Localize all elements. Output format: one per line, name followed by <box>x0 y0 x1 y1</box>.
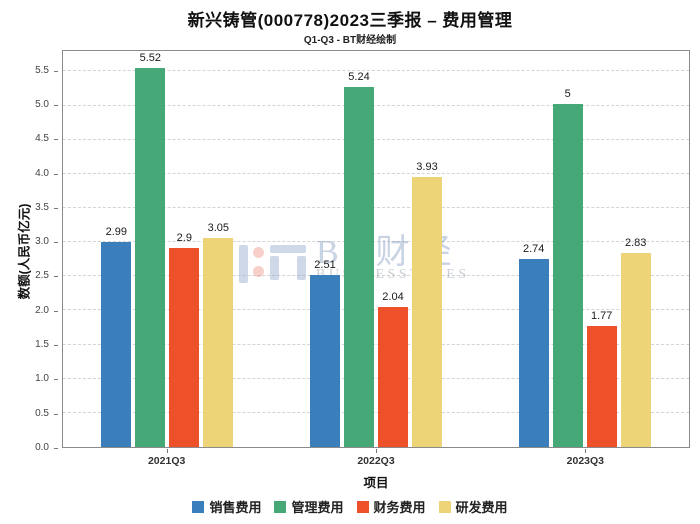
gridline <box>63 343 689 345</box>
x-tick-label-2022Q3: 2022Q3 <box>357 455 395 467</box>
bar-研发费用-2023Q3: 2.83 <box>620 237 651 447</box>
bars-layer: 2.99 5.52 2.9 3.05 2.51 5.24 2.04 3.93 2.74 5 1.77… <box>63 51 689 447</box>
y-tick-label: 2.0 <box>35 304 49 316</box>
y-tick-mark <box>54 345 58 347</box>
y-tick-mark <box>54 379 58 381</box>
legend-label: 研发费用 <box>455 500 508 515</box>
bar-value-label: 2.51 <box>314 258 336 271</box>
gridline <box>63 411 689 413</box>
y-tick-mark <box>54 448 58 449</box>
x-tick-mark <box>585 449 587 453</box>
y-tick-mark <box>54 413 58 415</box>
bar-销售费用-2023Q3: 2.74 <box>518 243 549 447</box>
y-tick-label: 5.5 <box>35 64 49 76</box>
y-tick-mark <box>54 310 58 312</box>
gridlines <box>63 51 689 447</box>
y-axis-tick-labels: 0.0 0.5 1.0 1.5 2.0 2.5 3.0 3.5 4.0 4.5 5.0 5.5 <box>0 50 58 453</box>
legend-item-管理费用: 管理费用 <box>274 497 344 516</box>
legend-swatch <box>438 500 451 513</box>
legend-swatch <box>274 500 287 513</box>
y-tick-label: 0.0 <box>35 442 49 453</box>
gridline <box>63 309 689 311</box>
bar-group-2022Q3: 2.51 5.24 2.04 3.93 <box>272 71 481 447</box>
x-axis-tick-labels: 2021Q3 2022Q3 2023Q3 <box>62 449 690 471</box>
bar-value-label: 1.77 <box>590 309 613 322</box>
y-tick-label: 4.5 <box>35 133 49 145</box>
y-tick-label: 3.5 <box>35 201 49 213</box>
bar-销售费用-2021Q3: 2.99 <box>101 226 132 447</box>
chart-subtitle: Q1-Q3 - BT财经绘制 <box>303 35 397 46</box>
gridline <box>63 275 689 277</box>
bar-财务费用-2023Q3: 1.77 <box>586 310 617 447</box>
x-axis-title: 项目 <box>363 476 389 490</box>
bar-管理费用-2021Q3: 5.52 <box>135 52 166 447</box>
bar-value-label: 2.04 <box>382 291 404 304</box>
bar-销售费用-2022Q3: 2.51 <box>310 259 340 447</box>
bar-value-label: 2.9 <box>176 232 192 244</box>
bar-财务费用-2022Q3: 2.04 <box>378 291 408 447</box>
legend-item-研发费用: 研发费用 <box>438 497 508 516</box>
legend-item-销售费用: 销售费用 <box>192 497 261 516</box>
y-tick-label: 4.0 <box>35 167 49 179</box>
y-tick-mark <box>54 104 58 106</box>
bar-财务费用-2021Q3: 2.9 <box>169 232 200 447</box>
gridline <box>63 377 689 379</box>
bar-管理费用-2023Q3: 5 <box>552 88 583 447</box>
bar-value-label: 5 <box>564 87 571 100</box>
y-tick-label: 1.5 <box>35 339 49 351</box>
gridline <box>63 207 689 209</box>
y-tick-mark <box>54 207 58 209</box>
y-tick-mark <box>54 276 58 278</box>
bar-管理费用-2022Q3: 5.24 <box>344 71 374 447</box>
legend-label: 销售费用 <box>209 500 262 515</box>
gridline <box>63 138 689 140</box>
y-tick-label: 5.0 <box>35 98 49 110</box>
x-tick-label-2023Q3: 2023Q3 <box>566 455 605 467</box>
gridline <box>63 70 689 72</box>
legend-label: 管理费用 <box>291 500 344 515</box>
bar-group-2023Q3: 2.74 5 1.77 2.83 <box>480 88 689 447</box>
bar-value-label: 5.24 <box>348 71 370 84</box>
y-tick-mark <box>54 70 58 72</box>
bar-value-label: 3.93 <box>416 161 438 174</box>
legend-swatch <box>356 500 369 513</box>
y-tick-mark <box>54 173 58 175</box>
y-tick-label: 3.0 <box>35 236 49 248</box>
y-tick-label: 2.5 <box>35 270 49 282</box>
x-tick-label-2021Q3: 2021Q3 <box>147 455 186 467</box>
plot-area: BT财经 BUSINESSTIMES 2.99 5.52 2.9 3.05 2.51 5.… <box>62 50 690 448</box>
bar-研发费用-2022Q3: 3.93 <box>412 161 442 447</box>
bar-value-label: 5.52 <box>139 52 162 65</box>
bar-value-label: 2.99 <box>105 225 128 238</box>
chart-title: 新兴铸管(000778)2023三季报 – 费用管理 <box>187 11 513 30</box>
x-tick-mark <box>376 449 377 453</box>
gridline <box>63 241 689 243</box>
legend: 销售费用 管理费用 财务费用 研发费用 <box>0 497 700 516</box>
gridline <box>63 104 689 106</box>
y-tick-label: 0.5 <box>35 407 49 419</box>
legend-swatch <box>192 500 205 513</box>
gridline <box>63 172 689 174</box>
bar-研发费用-2021Q3: 3.05 <box>203 222 234 447</box>
y-tick-mark <box>54 139 58 141</box>
bar-value-label: 2.74 <box>522 242 545 255</box>
y-tick-mark <box>54 242 58 244</box>
legend-label: 财务费用 <box>373 500 426 515</box>
legend-item-财务费用: 财务费用 <box>356 497 426 516</box>
bar-value-label: 2.83 <box>624 236 647 249</box>
bar-group-2021Q3: 2.99 5.52 2.9 3.05 <box>63 52 272 447</box>
bar-value-label: 3.05 <box>207 221 230 234</box>
x-tick-mark <box>166 449 168 453</box>
y-tick-label: 1.0 <box>35 373 49 385</box>
